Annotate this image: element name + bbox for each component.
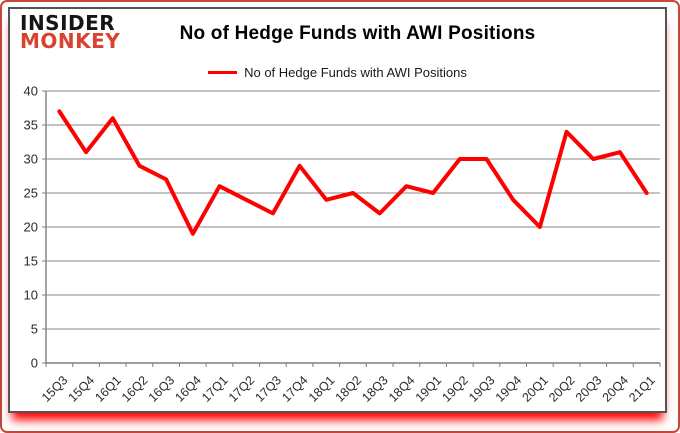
chart-card: INSIDER MONKEY No of Hedge Funds with AW… [8,7,667,413]
logo-word-insider: INSIDER [20,11,116,35]
legend: No of Hedge Funds with AWI Positions [10,65,665,80]
insider-monkey-logo: INSIDER MONKEY [20,11,121,54]
legend-line-marker [208,71,238,74]
legend-label: No of Hedge Funds with AWI Positions [244,65,467,80]
logo-word-monkey: MONKEY [20,29,121,54]
chart-title: No of Hedge Funds with AWI Positions [179,23,536,44]
